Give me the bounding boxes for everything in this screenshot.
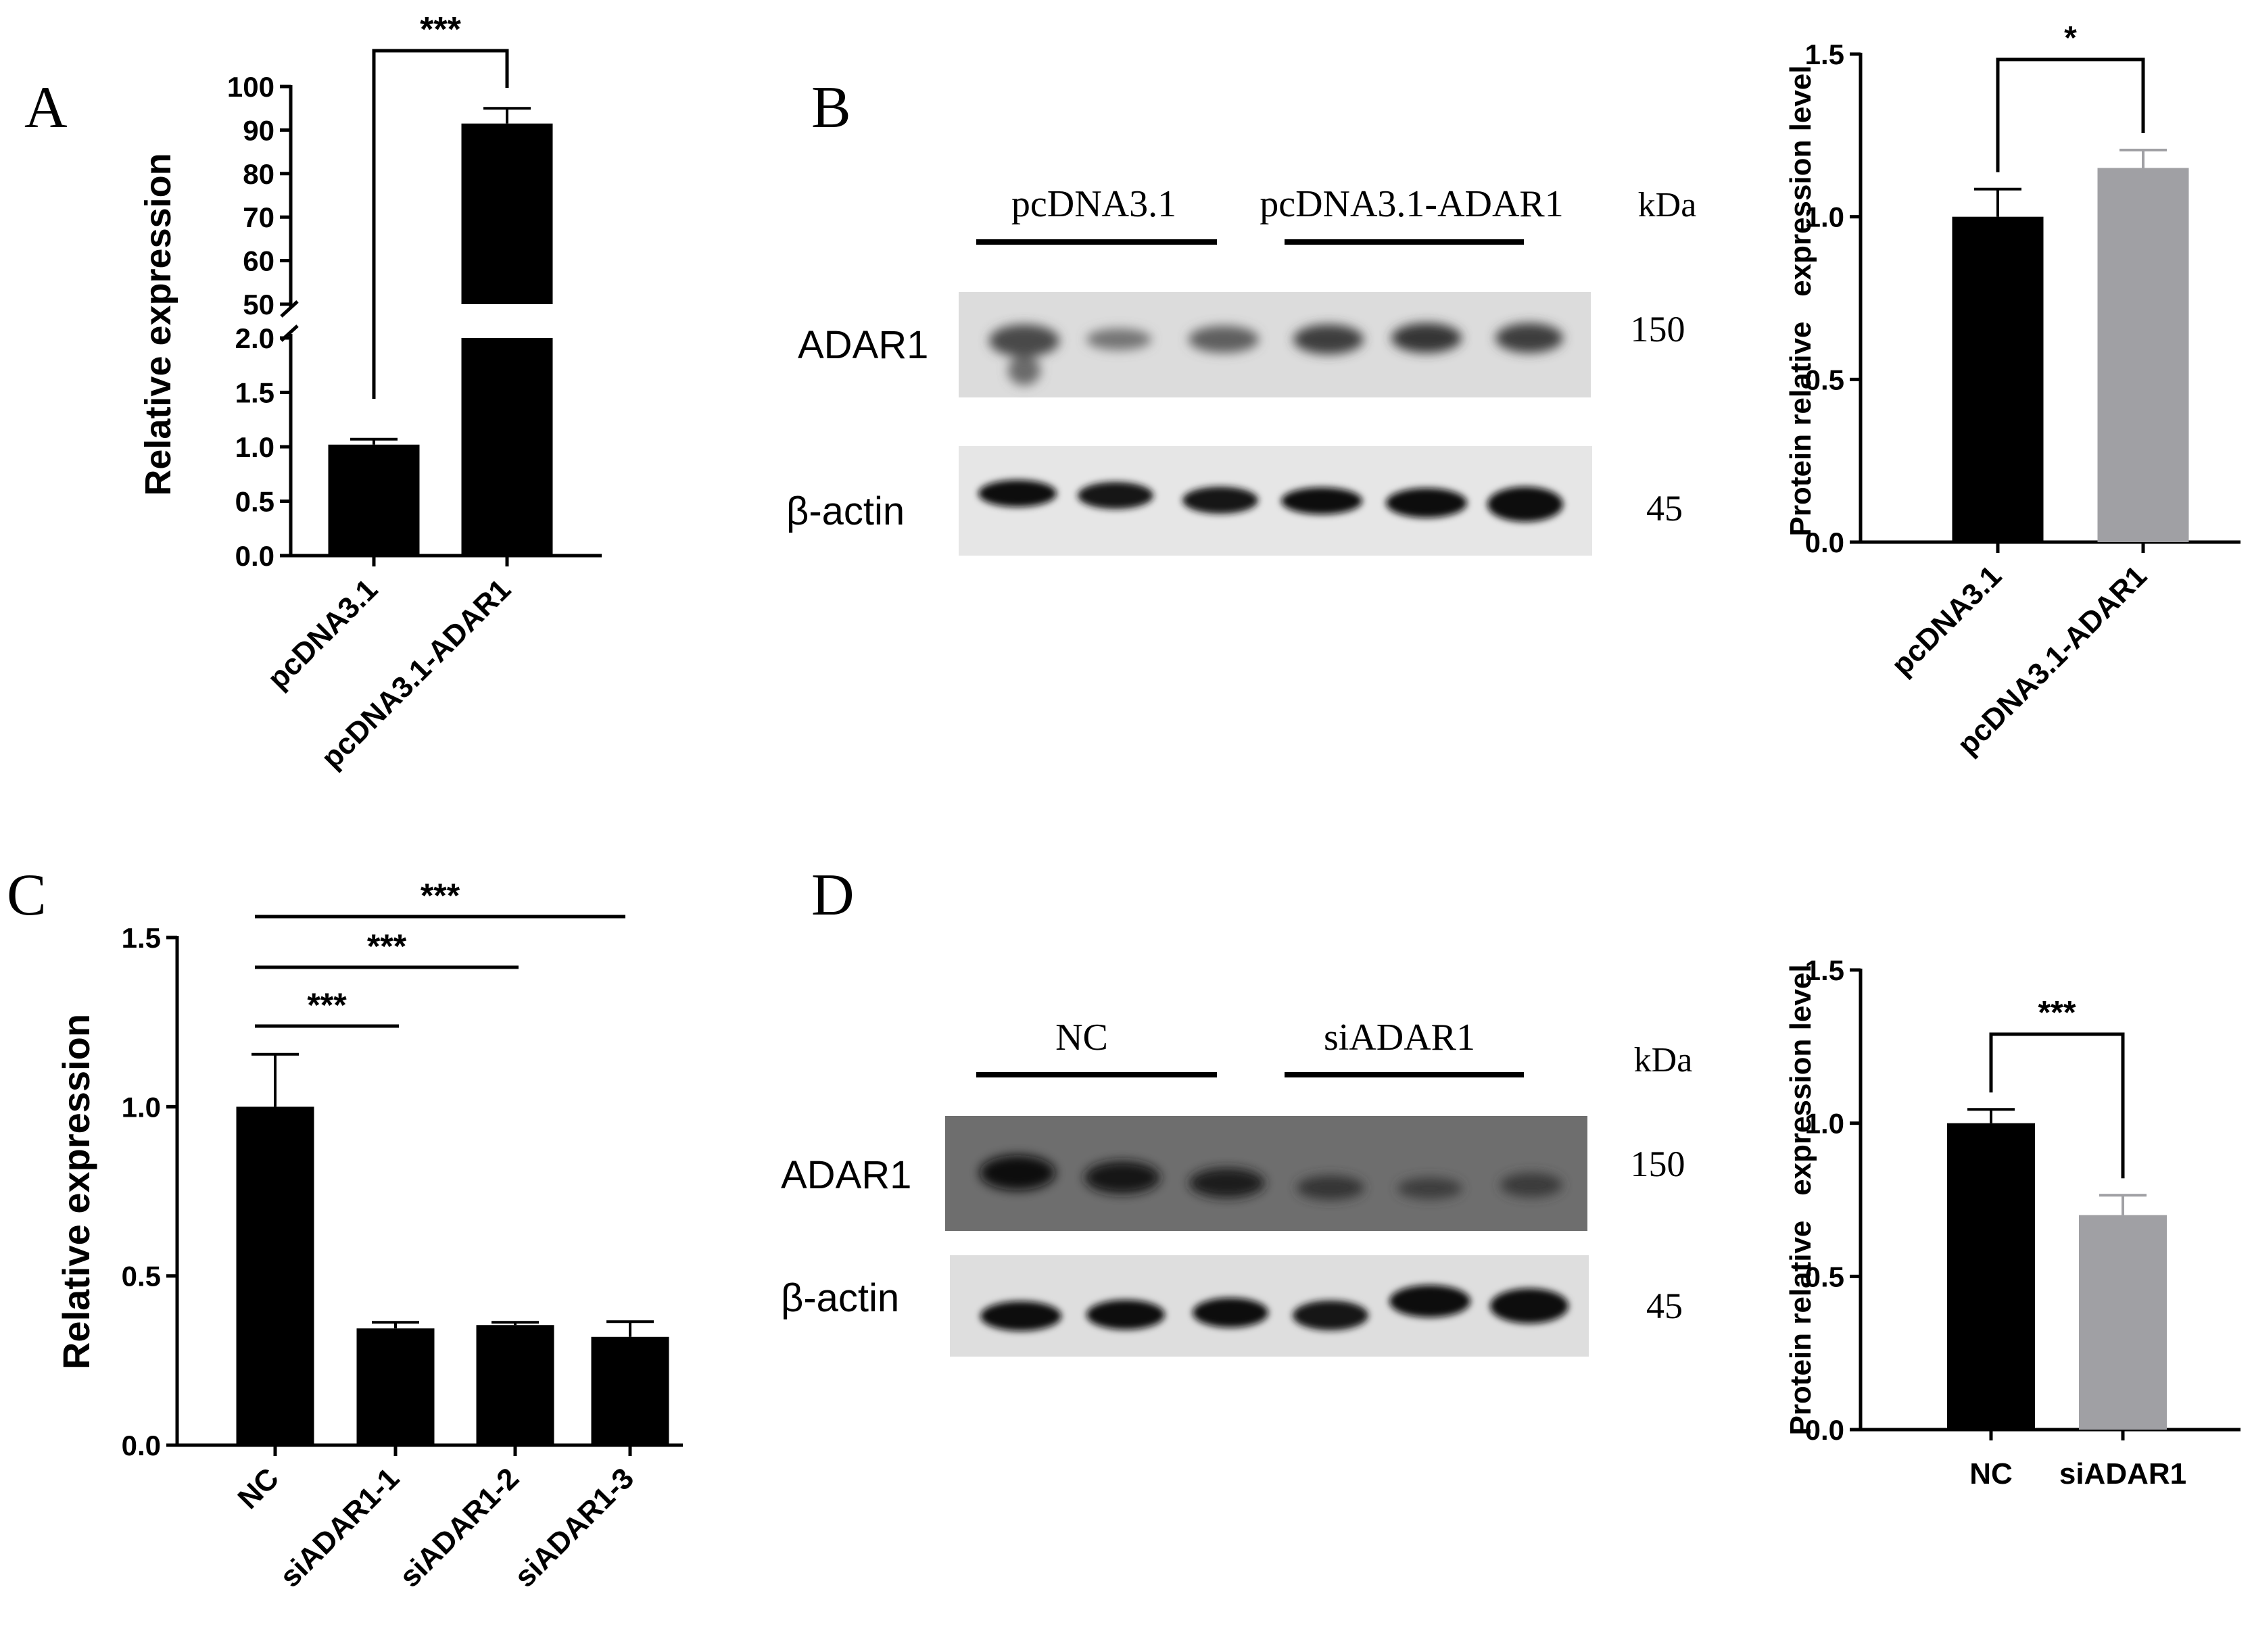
chart-a-y-label: Relative expression: [138, 153, 178, 495]
blot-b-kda-label: kDa: [1638, 186, 1697, 224]
blot-b-row-label-actin: β-actin: [786, 489, 905, 533]
chart-b-significance-label-0: *: [2064, 20, 2077, 56]
chart-c-category-label-3: siADAR1-3: [508, 1461, 640, 1593]
western-blot-b: pcDNA3.1 pcDNA3.1-ADAR1 kDa ADAR1 150 β-…: [786, 183, 1696, 556]
chart-d-bar-1: [2079, 1215, 2167, 1430]
chart-b-ytick-label: 1.0: [1805, 201, 1844, 233]
blot-d-membrane-actin: [950, 1255, 1589, 1357]
chart-a-ytick-label: 60: [243, 245, 274, 277]
chart-a-axis-break-mark-upper: [280, 300, 299, 318]
chart-c-bar-0: [236, 1107, 314, 1445]
chart-c-bar-2: [476, 1325, 554, 1445]
chart-b-bar-1: [2097, 168, 2189, 542]
chart-a-bar-1-lower: [461, 338, 553, 556]
chart-a-ytick-label: 0.0: [235, 540, 274, 572]
blot-b-row-label-adar1: ADAR1: [798, 323, 928, 367]
blot-b-membrane-adar1: [959, 292, 1591, 397]
chart-a-bar-1-upper: [461, 123, 553, 305]
blot-d-kda-label: kDa: [1634, 1041, 1693, 1079]
panel-letter-d: D: [811, 863, 855, 928]
chart-b-ytick-label: 0.5: [1805, 364, 1844, 395]
blot-d-bands-actin: [980, 1285, 1568, 1331]
chart-a-ytick-label: 100: [227, 71, 274, 103]
blot-d-group-label-control: NC: [1055, 1017, 1108, 1059]
blot-b-group-label-control: pcDNA3.1: [1011, 183, 1176, 225]
chart-d-significance-bracket-0: [1989, 1032, 2125, 1179]
chart-d-y-label: Protein relative expression level: [1784, 965, 1817, 1436]
chart-c-category-label-1: siADAR1-1: [274, 1461, 406, 1593]
chart-c-category-label-2: siADAR1-2: [393, 1461, 525, 1593]
chart-c-bar-1: [356, 1328, 435, 1445]
chart-b-category-label-0: pcDNA3.1: [1885, 559, 2008, 682]
chart-d-category-label-1: siADAR1: [2059, 1457, 2186, 1490]
chart-c-ytick-label: 1.5: [122, 922, 161, 954]
chart-a-bar-0: [328, 444, 420, 556]
chart-b-ytick-label: 0.0: [1805, 527, 1844, 558]
chart-c-ytick-label: 0.0: [122, 1430, 161, 1461]
blot-d-row-label-actin: β-actin: [781, 1276, 899, 1320]
chart-d-ytick-label: 1.5: [1805, 954, 1844, 986]
blot-b-group-label-adar1: pcDNA3.1-ADAR1: [1260, 183, 1564, 225]
chart-c-ytick-label: 0.5: [122, 1261, 161, 1292]
chart-c-category-label-0: NC: [231, 1461, 285, 1515]
chart-a-significance-bracket: [372, 49, 509, 399]
chart-c-significance-label-0: ***: [307, 986, 347, 1024]
chart-b-ytick-label: 1.5: [1805, 39, 1844, 70]
blot-d-kda-adar1: 150: [1631, 1144, 1685, 1184]
chart-a-category-label-0: pcDNA3.1: [261, 573, 384, 696]
chart-b-bar-0: [1952, 216, 2044, 542]
chart-a-ytick-label: 50: [243, 289, 274, 320]
blot-b-bands-adar1: [989, 323, 1563, 385]
chart-d-ytick-label: 1.0: [1805, 1108, 1844, 1140]
blot-b-kda-adar1: 150: [1631, 309, 1685, 349]
blot-b-kda-actin: 45: [1646, 488, 1683, 529]
blot-d-kda-actin: 45: [1646, 1286, 1683, 1326]
blot-d-group-label-siadar1: siADAR1: [1324, 1017, 1475, 1059]
chart-a-significance-label: ***: [420, 10, 461, 49]
chart-d-ytick-label: 0.5: [1805, 1261, 1844, 1292]
chart-a-ytick-label: 0.5: [235, 486, 274, 518]
chart-c-ytick-label: 1.0: [122, 1091, 161, 1123]
chart-d-significance-label-0: ***: [2038, 995, 2076, 1031]
chart-a-ytick-label: 90: [243, 114, 274, 146]
chart-d-ytick-label: 0.0: [1805, 1414, 1844, 1446]
blot-d-bands-adar1: [980, 1155, 1562, 1200]
chart-c-y-label: Relative expression: [55, 1014, 97, 1369]
blot-b-membrane-actin: [959, 446, 1592, 556]
chart-c-significance-label-1: ***: [367, 927, 407, 965]
panel-letter-a: A: [24, 75, 68, 141]
blot-d-row-label-adar1: ADAR1: [781, 1153, 911, 1197]
chart-a-ytick-label: 80: [243, 158, 274, 190]
chart-a-ytick-label: 1.0: [235, 431, 274, 463]
chart-a-ytick-label: 2.0: [235, 322, 274, 354]
chart-c-bar-3: [591, 1336, 669, 1445]
chart-c-significance-label-2: ***: [421, 877, 460, 915]
chart-a-ytick-label: 70: [243, 201, 274, 233]
chart-d-category-label-0: NC: [1969, 1457, 2013, 1490]
panel-letter-c: C: [7, 863, 47, 928]
chart-b-y-label: Protein relative expression level: [1784, 66, 1817, 537]
chart-a: 0.0 0.5 1.0 1.5 2.050 60 70 80 90 100 Relative exp…: [138, 10, 602, 775]
chart-d-bar-0: [1947, 1123, 2035, 1430]
panel-letter-b: B: [811, 75, 851, 141]
chart-b-significance-bracket-0: [1996, 57, 2145, 172]
chart-a-ytick-label: 1.5: [235, 377, 274, 409]
blot-b-bands-actin: [978, 480, 1563, 522]
western-blot-d: NC siADAR1 kDa ADAR1 150 β-actin 45: [781, 1017, 1692, 1357]
